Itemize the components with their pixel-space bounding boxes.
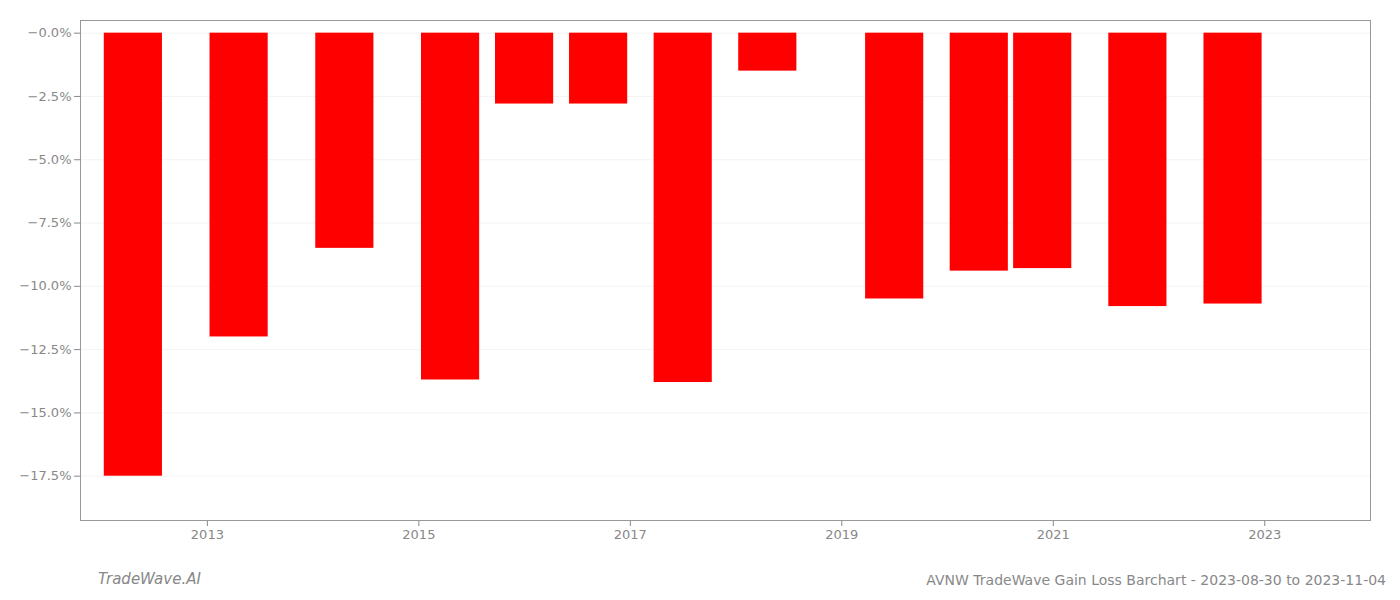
svg-text:−5.0%: −5.0% [28,152,72,167]
svg-text:2013: 2013 [191,527,224,542]
svg-text:2019: 2019 [825,527,858,542]
svg-text:−2.5%: −2.5% [28,89,72,104]
svg-text:−7.5%: −7.5% [28,215,72,230]
html-text:AVNW TradeWave Gain Loss Barch: AVNW TradeWave Gain Loss Barchart - 2023… [926,572,1386,588]
svg-text:−0.0%: −0.0% [28,25,72,40]
svg-text:−17.5%: −17.5% [19,468,71,483]
svg-text:−12.5%: −12.5% [19,342,71,357]
svg-text:−15.0%: −15.0% [19,405,71,420]
svg-text:2021: 2021 [1037,527,1070,542]
svg-text:2017: 2017 [614,527,647,542]
svg-text:−10.0%: −10.0% [19,278,71,293]
svg-text:2023: 2023 [1248,527,1281,542]
html-text:TradeWave.AI: TradeWave.AI [98,570,201,588]
svg-text:2015: 2015 [402,527,435,542]
